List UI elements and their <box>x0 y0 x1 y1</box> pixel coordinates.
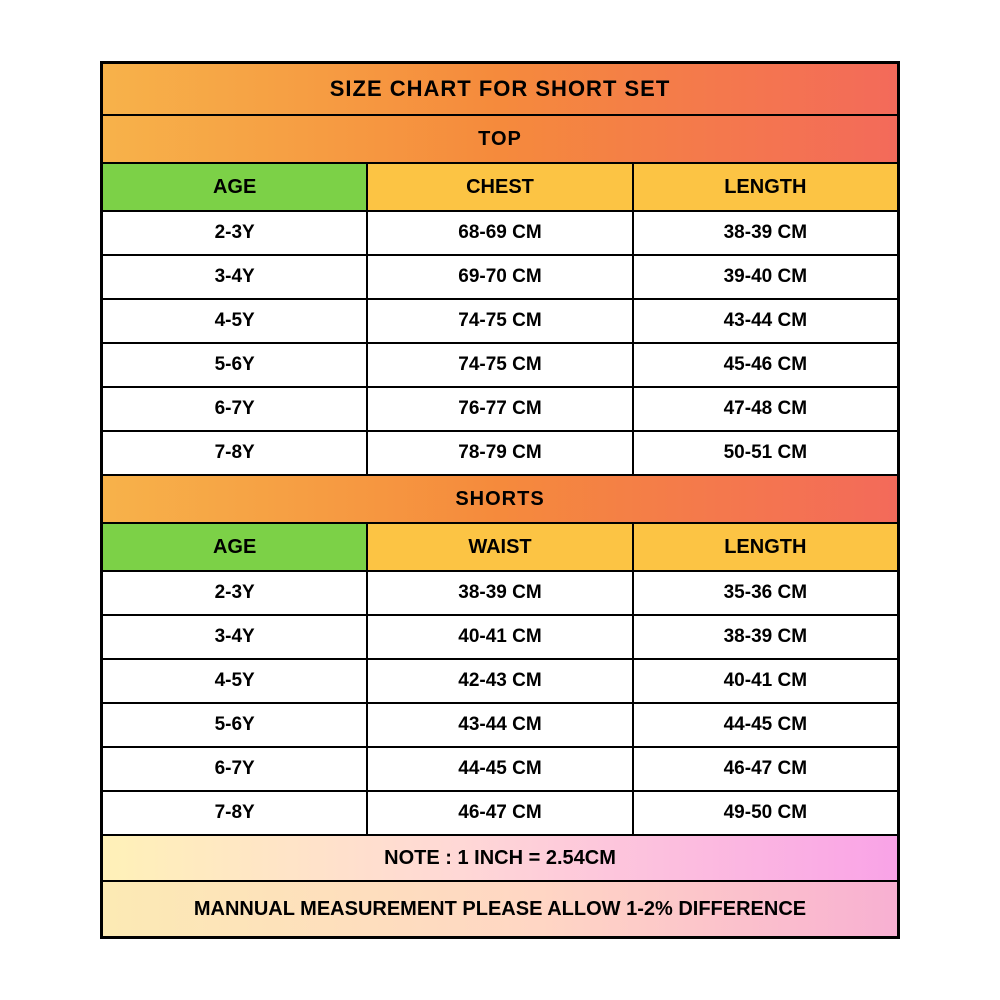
col-header-waist: WAIST <box>367 523 632 571</box>
table-row: 3-4Y 40-41 CM 38-39 CM <box>102 615 898 659</box>
header-row-shorts: AGE WAIST LENGTH <box>102 523 898 571</box>
table-row: 7-8Y 46-47 CM 49-50 CM <box>102 791 898 835</box>
header-row-top: AGE CHEST LENGTH <box>102 163 898 211</box>
col-header-age: AGE <box>102 163 367 211</box>
footer-text: MANNUAL MEASUREMENT PLEASE ALLOW 1-2% DI… <box>102 881 898 937</box>
table-row: 7-8Y 78-79 CM 50-51 CM <box>102 431 898 475</box>
cell-waist: 44-45 CM <box>367 747 632 791</box>
cell-age: 7-8Y <box>102 791 367 835</box>
section-row-top: TOP <box>102 115 898 163</box>
cell-length: 46-47 CM <box>633 747 898 791</box>
cell-chest: 68-69 CM <box>367 211 632 255</box>
col-header-age: AGE <box>102 523 367 571</box>
section-label-shorts: SHORTS <box>102 475 898 523</box>
cell-chest: 74-75 CM <box>367 299 632 343</box>
cell-length: 49-50 CM <box>633 791 898 835</box>
col-header-length: LENGTH <box>633 163 898 211</box>
cell-age: 4-5Y <box>102 299 367 343</box>
table-row: 2-3Y 68-69 CM 38-39 CM <box>102 211 898 255</box>
col-header-length: LENGTH <box>633 523 898 571</box>
cell-chest: 69-70 CM <box>367 255 632 299</box>
cell-length: 39-40 CM <box>633 255 898 299</box>
table-row: 4-5Y 74-75 CM 43-44 CM <box>102 299 898 343</box>
cell-length: 38-39 CM <box>633 615 898 659</box>
table-row: 6-7Y 76-77 CM 47-48 CM <box>102 387 898 431</box>
cell-age: 5-6Y <box>102 703 367 747</box>
note-row: NOTE : 1 INCH = 2.54CM <box>102 835 898 881</box>
cell-waist: 46-47 CM <box>367 791 632 835</box>
cell-length: 35-36 CM <box>633 571 898 615</box>
note-text: NOTE : 1 INCH = 2.54CM <box>102 835 898 881</box>
cell-age: 3-4Y <box>102 255 367 299</box>
cell-age: 7-8Y <box>102 431 367 475</box>
section-label-top: TOP <box>102 115 898 163</box>
cell-waist: 42-43 CM <box>367 659 632 703</box>
table-row: 5-6Y 43-44 CM 44-45 CM <box>102 703 898 747</box>
table-row: 4-5Y 42-43 CM 40-41 CM <box>102 659 898 703</box>
cell-length: 45-46 CM <box>633 343 898 387</box>
cell-chest: 78-79 CM <box>367 431 632 475</box>
cell-chest: 74-75 CM <box>367 343 632 387</box>
col-header-chest: CHEST <box>367 163 632 211</box>
table-row: 2-3Y 38-39 CM 35-36 CM <box>102 571 898 615</box>
cell-waist: 38-39 CM <box>367 571 632 615</box>
cell-length: 50-51 CM <box>633 431 898 475</box>
table-row: 3-4Y 69-70 CM 39-40 CM <box>102 255 898 299</box>
cell-length: 47-48 CM <box>633 387 898 431</box>
cell-length: 44-45 CM <box>633 703 898 747</box>
cell-age: 6-7Y <box>102 747 367 791</box>
chart-title: SIZE CHART FOR SHORT SET <box>102 63 898 115</box>
cell-waist: 40-41 CM <box>367 615 632 659</box>
cell-length: 43-44 CM <box>633 299 898 343</box>
table-row: 6-7Y 44-45 CM 46-47 CM <box>102 747 898 791</box>
cell-age: 6-7Y <box>102 387 367 431</box>
footer-row: MANNUAL MEASUREMENT PLEASE ALLOW 1-2% DI… <box>102 881 898 937</box>
cell-chest: 76-77 CM <box>367 387 632 431</box>
cell-age: 3-4Y <box>102 615 367 659</box>
cell-age: 2-3Y <box>102 211 367 255</box>
size-chart-table: SIZE CHART FOR SHORT SET TOP AGE CHEST L… <box>100 61 900 939</box>
cell-age: 5-6Y <box>102 343 367 387</box>
cell-age: 4-5Y <box>102 659 367 703</box>
cell-age: 2-3Y <box>102 571 367 615</box>
cell-length: 40-41 CM <box>633 659 898 703</box>
table-row: 5-6Y 74-75 CM 45-46 CM <box>102 343 898 387</box>
cell-length: 38-39 CM <box>633 211 898 255</box>
title-row: SIZE CHART FOR SHORT SET <box>102 63 898 115</box>
section-row-shorts: SHORTS <box>102 475 898 523</box>
cell-waist: 43-44 CM <box>367 703 632 747</box>
